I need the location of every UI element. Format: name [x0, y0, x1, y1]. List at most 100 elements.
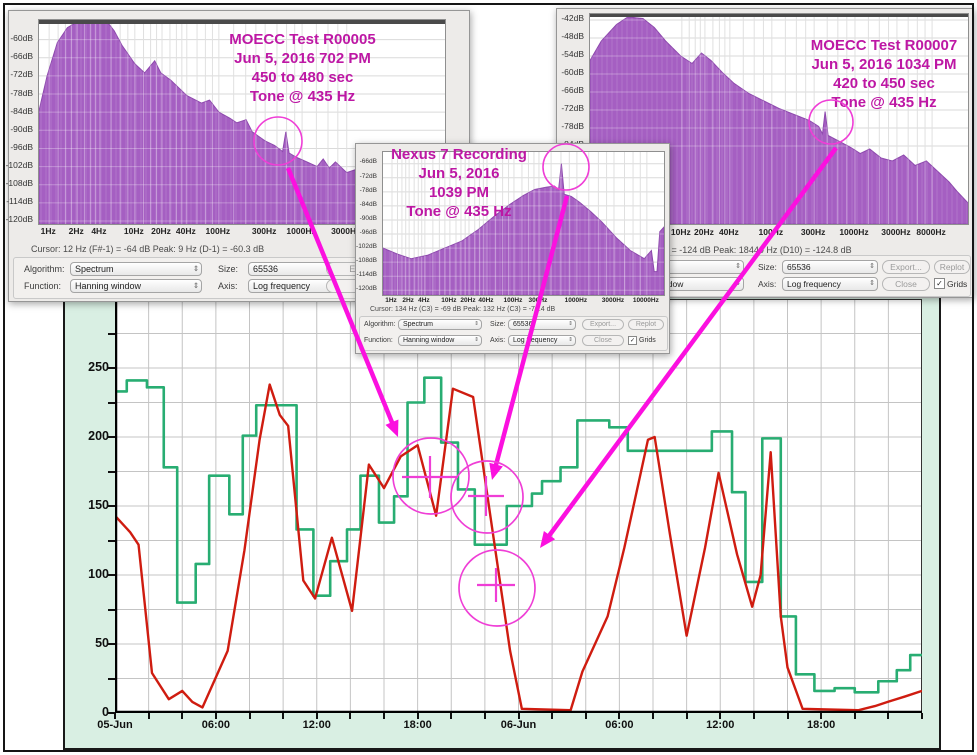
freq-axis-label: 4Hz — [418, 297, 430, 304]
db-axis-label: -102dB — [5, 160, 33, 171]
tick-mark — [921, 713, 923, 719]
function-dropdown[interactable]: Hanning window ⇕ — [70, 279, 202, 293]
algorithm-label: Algorithm: — [364, 321, 396, 328]
tick-mark — [108, 712, 115, 714]
x-tick-label: 12:00 — [302, 719, 331, 731]
checkmark-icon: ✓ — [934, 278, 945, 289]
grids-checkbox[interactable]: ✓ Grids — [934, 278, 967, 289]
db-axis-label: -108dB — [356, 256, 377, 264]
freq-axis-label: 8000Hz — [916, 227, 946, 237]
db-axis-label: -120dB — [5, 214, 33, 225]
db-axis-label: -120dB — [356, 285, 377, 293]
stepper-icon: ⇕ — [568, 320, 573, 327]
axis-label: Axis: — [490, 337, 506, 344]
annotation-line: Nexus 7 Recording — [391, 146, 527, 163]
analysis-controls: Algorithm: Spectrum ⇕ Size: 65536 ⇕ Expo… — [359, 316, 668, 351]
db-axis-label: -42dB — [561, 13, 584, 24]
axis-dropdown[interactable]: Log frequency ⇕ — [782, 277, 878, 291]
function-value: Hanning window — [403, 337, 455, 344]
cursor-status-text: 10) = -124 dB Peak: 18440 Hz (D10) = -12… — [656, 245, 852, 255]
tick-mark — [108, 332, 115, 335]
checkmark-icon: ✓ — [628, 336, 637, 345]
close-button[interactable]: Close — [882, 277, 930, 291]
axis-dropdown[interactable]: Log frequency ⇕ — [508, 335, 576, 346]
size-dropdown[interactable]: 65536 ⇕ — [508, 319, 576, 330]
axis-label: Axis: — [218, 281, 238, 291]
stepper-icon: ⇕ — [869, 279, 875, 287]
y-tick-label: 50 — [95, 636, 109, 650]
annotation-text-left: MOECC Test R00005 Jun 5, 2016 702 PM 450 t… — [190, 30, 415, 106]
algorithm-dropdown[interactable]: Spectrum ⇕ — [70, 262, 202, 276]
tick-mark — [752, 713, 755, 719]
db-axis-label: -78dB — [561, 121, 584, 132]
axis-label: Axis: — [758, 279, 777, 289]
export-button[interactable]: Export... — [882, 260, 930, 274]
annotation-line: Tone @ 435 Hz — [406, 203, 512, 220]
x-tick-label: 05-Jun — [97, 719, 133, 731]
algorithm-dropdown[interactable]: Spectrum ⇕ — [398, 319, 482, 330]
tick-mark — [349, 713, 352, 719]
function-label: Function: — [364, 337, 393, 344]
stepper-icon: ⇕ — [192, 281, 199, 291]
stepper-icon: ⇕ — [192, 264, 199, 274]
size-value: 65536 — [253, 264, 279, 274]
y-tick-label: 200 — [88, 429, 109, 443]
freq-axis-label: 40Hz — [478, 297, 494, 304]
tick-mark — [147, 713, 150, 719]
tick-mark — [551, 713, 554, 719]
size-label: Size: — [490, 321, 506, 328]
tick-mark — [181, 713, 184, 719]
annotation-line: Jun 5, 2016 — [418, 165, 500, 182]
db-axis-label: -96dB — [10, 141, 33, 152]
y-tick-label: 150 — [88, 498, 109, 512]
db-axis-label: -60dB — [561, 67, 584, 78]
tick-mark — [108, 367, 115, 369]
annotation-line: MOECC Test R00007 — [810, 37, 958, 54]
tick-mark — [618, 713, 621, 719]
axis-value: Log frequency — [253, 281, 311, 291]
size-label: Size: — [758, 262, 777, 272]
tick-mark — [887, 713, 890, 719]
db-axis-label: -48dB — [561, 31, 584, 42]
tick-mark — [383, 713, 385, 719]
replot-button[interactable]: Replot — [628, 319, 664, 330]
freq-axis-label: 10Hz — [441, 297, 457, 304]
x-tick-label: 06:00 — [605, 719, 634, 731]
export-button[interactable]: Export... — [582, 319, 624, 330]
tick-mark — [248, 713, 251, 719]
algorithm-label: Algorithm: — [24, 264, 65, 274]
db-axis-label: -60dB — [10, 33, 33, 44]
grids-checkbox[interactable]: ✓ Grids — [628, 336, 656, 345]
size-label: Size: — [218, 264, 239, 274]
freq-axis-label: 10000Hz — [632, 297, 659, 304]
middle-freq-axis: 1Hz 2Hz 4Hz 10Hz 20Hz 40Hz 100Hz 300Hz 1000Hz 300… — [382, 297, 663, 305]
grids-label: Grids — [639, 337, 656, 344]
function-value: Hanning window — [75, 281, 142, 291]
replot-button[interactable]: Replot — [934, 260, 970, 274]
tick-mark — [214, 713, 217, 719]
tick-mark — [108, 643, 115, 645]
db-axis-label: -72dB — [10, 69, 33, 80]
tick-mark — [108, 470, 115, 473]
tick-mark — [108, 539, 115, 542]
function-dropdown[interactable]: Hanning window ⇕ — [398, 335, 482, 346]
left-db-axis: -60dB -66dB -72dB -78dB -84dB -90dB -96dB -102d… — [5, 19, 36, 225]
x-tick-label: 06:00 — [201, 719, 230, 731]
db-axis-label: -114dB — [6, 196, 33, 207]
db-axis-label: -90dB — [10, 123, 33, 134]
db-axis-label: -84dB — [10, 105, 33, 116]
size-dropdown[interactable]: 65536 ⇕ — [782, 260, 878, 274]
tick-mark — [584, 713, 587, 719]
db-axis-label: -66dB — [10, 51, 33, 62]
annotation-line: Tone @ 435 Hz — [831, 94, 937, 111]
x-tick-label: 12:00 — [706, 719, 735, 731]
stepper-icon: ⇕ — [568, 336, 573, 343]
tick-mark — [108, 574, 115, 576]
y-tick-label: 100 — [88, 567, 109, 581]
freq-axis-label: 2Hz — [68, 226, 84, 236]
db-axis-label: -72dB — [561, 103, 584, 114]
close-button[interactable]: Close — [582, 335, 624, 346]
annotation-line: MOECC Test R00005 — [229, 31, 376, 48]
tick-mark — [786, 713, 789, 719]
